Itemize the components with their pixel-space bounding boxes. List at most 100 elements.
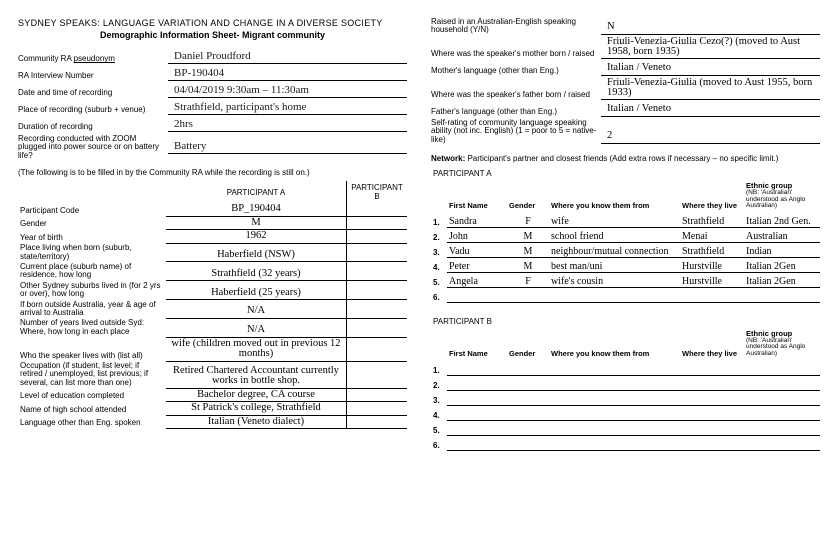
row-label: Who the speaker lives with (list all)	[18, 337, 166, 361]
row-value-b	[346, 262, 407, 281]
net-eth	[744, 375, 820, 390]
net-gender	[507, 435, 549, 450]
net-know	[549, 375, 680, 390]
net-know: neighbour/mutual connection	[549, 242, 680, 257]
network-row: 5.AngelaFwife's cousinHurstvilleItalian …	[431, 272, 820, 287]
net-live	[680, 287, 744, 302]
row-value-a: Haberfield (NSW)	[166, 243, 346, 262]
net-eth	[744, 360, 820, 375]
net-first	[447, 435, 507, 450]
interview-num-value: BP-190404	[168, 68, 407, 81]
right-kv-row: Where was the speaker's father born / ra…	[431, 78, 820, 100]
row-value-b	[346, 203, 407, 216]
participant-a-net-head: PARTICIPANT A	[433, 169, 820, 178]
network-row: 3.	[431, 390, 820, 405]
row-label: Current place (suburb name) of residence…	[18, 262, 166, 281]
participant-a-header: PARTICIPANT A	[166, 181, 346, 203]
net-gender	[507, 287, 549, 302]
network-row: 1.	[431, 360, 820, 375]
net-eth	[744, 420, 820, 435]
right-kv-row: Father's language (other than Eng.)Itali…	[431, 102, 820, 117]
net-know	[549, 420, 680, 435]
right-kv-label: Mother's language (other than Eng.)	[431, 67, 601, 75]
col-first-b: First Name	[447, 328, 507, 360]
right-kv-row: Where was the speaker's mother born / ra…	[431, 37, 820, 59]
net-know: best man/uni	[549, 257, 680, 272]
net-gender	[507, 405, 549, 420]
net-live	[680, 360, 744, 375]
right-kv-label: Raised in an Australian-English speaking…	[431, 18, 601, 35]
network-row: 4.PeterMbest man/uniHurstvilleItalian 2G…	[431, 257, 820, 272]
row-label: Level of education completed	[18, 388, 166, 402]
row-number: 5.	[431, 420, 447, 435]
right-kv-row: Raised in an Australian-English speaking…	[431, 18, 820, 35]
network-table-a: First Name Gender Where you know them fr…	[431, 180, 820, 303]
participant-row: Level of education completedBachelor deg…	[18, 388, 407, 402]
net-live: Strathfield	[680, 242, 744, 257]
row-value-a: Italian (Veneto dialect)	[166, 415, 346, 429]
row-value-a: 1962	[166, 230, 346, 244]
right-column: Raised in an Australian-English speaking…	[431, 18, 820, 451]
net-gender	[507, 360, 549, 375]
net-first	[447, 375, 507, 390]
net-gender: M	[507, 242, 549, 257]
datetime-value: 04/04/2019 9:30am – 11:30am	[168, 85, 407, 98]
row-value-b	[346, 361, 407, 388]
net-live	[680, 420, 744, 435]
network-row: 1.SandraFwifeStrathfieldItalian 2nd Gen.	[431, 212, 820, 227]
net-first: Angela	[447, 272, 507, 287]
fill-note: (The following is to be filled in by the…	[18, 168, 407, 177]
duration-label: Duration of recording	[18, 123, 168, 132]
col-eth: Ethnic group(NB: 'Australian' understood…	[744, 180, 820, 212]
participant-row: Place living when born (suburb, state/te…	[18, 243, 407, 262]
datetime-label: Date and time of recording	[18, 89, 168, 98]
right-kv-value: Italian / Veneto	[601, 104, 820, 117]
power-value: Battery	[168, 141, 407, 154]
row-value-a: St Patrick's college, Strathfield	[166, 402, 346, 416]
row-label: If born outside Australia, year & age of…	[18, 300, 166, 319]
form-title-2: Demographic Information Sheet- Migrant c…	[18, 30, 407, 40]
row-value-a: wife (children moved out in previous 12 …	[166, 337, 346, 361]
net-live: Strathfield	[680, 212, 744, 227]
network-note: Network: Participant's partner and close…	[431, 154, 820, 163]
net-first: John	[447, 227, 507, 242]
col-eth-b: Ethnic group(NB: 'Australian' understood…	[744, 328, 820, 360]
network-row: 5.	[431, 420, 820, 435]
interview-num-label: RA Interview Number	[18, 72, 168, 81]
row-label: Number of years lived outside Syd: Where…	[18, 318, 166, 337]
row-value-a: Haberfield (25 years)	[166, 281, 346, 300]
col-know-b: Where you know them from	[549, 328, 680, 360]
network-row: 3.VaduMneighbour/mutual connectionStrath…	[431, 242, 820, 257]
network-row: 2.	[431, 375, 820, 390]
col-know: Where you know them from	[549, 180, 680, 212]
net-first	[447, 405, 507, 420]
net-live: Hurstville	[680, 257, 744, 272]
col-first: First Name	[447, 180, 507, 212]
net-know	[549, 390, 680, 405]
row-value-a: N/A	[166, 318, 346, 337]
row-label: Language other than Eng. spoken	[18, 415, 166, 429]
net-first	[447, 390, 507, 405]
row-value-b	[346, 243, 407, 262]
participant-row: Number of years lived outside Syd: Where…	[18, 318, 407, 337]
participant-row: Year of birth1962	[18, 230, 407, 244]
place-label: Place of recording (suburb + venue)	[18, 106, 168, 115]
net-eth: Italian 2Gen	[744, 272, 820, 287]
net-know	[549, 287, 680, 302]
power-label: Recording conducted with ZOOM plugged in…	[18, 135, 168, 160]
left-column: SYDNEY SPEAKS: LANGUAGE VARIATION AND CH…	[18, 18, 407, 451]
right-kv-row: Mother's language (other than Eng.)Itali…	[431, 61, 820, 76]
net-eth	[744, 287, 820, 302]
net-live	[680, 405, 744, 420]
pseudonym-value: Daniel Proudford	[168, 51, 407, 64]
right-kv-row: Self-rating of community language speaki…	[431, 119, 820, 144]
row-value-b	[346, 402, 407, 416]
row-label: Other Sydney suburbs lived in (for 2 yrs…	[18, 281, 166, 300]
net-first: Peter	[447, 257, 507, 272]
pseudonym-label: Community RA pseudonym	[18, 55, 168, 64]
row-label: Gender	[18, 216, 166, 230]
net-first	[447, 360, 507, 375]
row-number: 4.	[431, 257, 447, 272]
form-title-1: SYDNEY SPEAKS: LANGUAGE VARIATION AND CH…	[18, 18, 407, 28]
right-kv-value: Friuli-Venezia-Giulia (moved to Aust 195…	[601, 78, 820, 100]
